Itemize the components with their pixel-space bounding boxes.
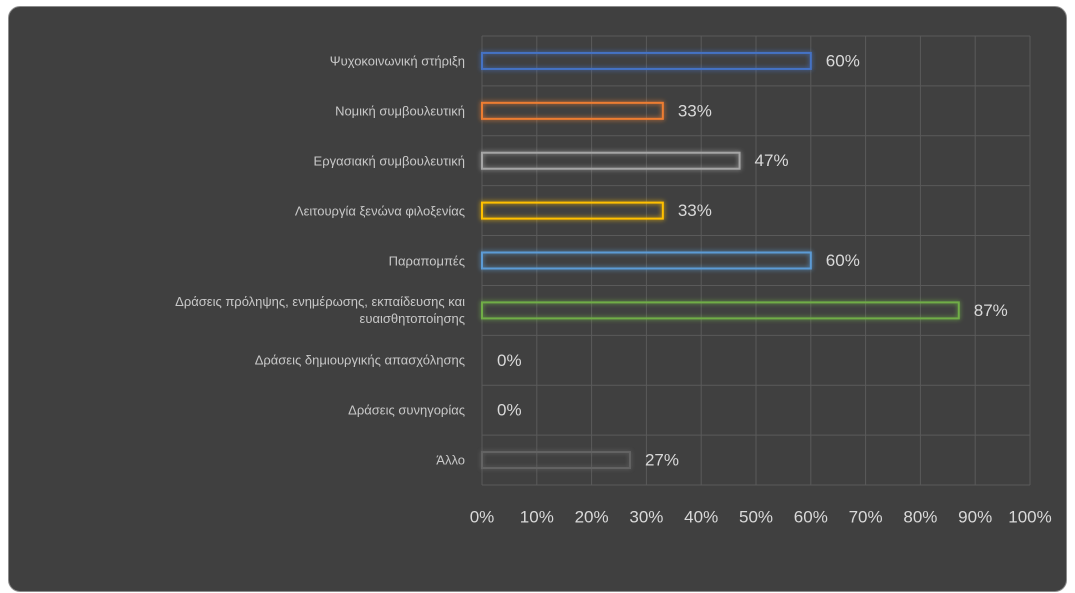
category-label: Δράσεις πρόληψης, ενημέρωσης, εκπαίδευση… — [175, 294, 465, 327]
category-label: Δράσεις συνηγορίας — [348, 402, 465, 418]
category-label: Δράσεις δημιουργικής απασχόλησης — [254, 352, 465, 368]
x-tick-label: 30% — [629, 507, 663, 526]
bar — [481, 201, 664, 220]
value-label: 87% — [974, 301, 1008, 320]
bar — [481, 251, 812, 270]
value-label: 60% — [826, 251, 860, 270]
bar — [481, 51, 812, 70]
x-tick-label: 50% — [739, 507, 773, 526]
x-tick-label: 60% — [794, 507, 828, 526]
value-label: 27% — [645, 451, 679, 470]
x-tick-label: 10% — [520, 507, 554, 526]
category-label: Ψυχοκοινωνική στήριξη — [329, 53, 465, 69]
x-tick-label: 40% — [684, 507, 718, 526]
value-label: 33% — [678, 201, 712, 220]
category-label: Εργασιακή συμβουλευτική — [313, 153, 465, 169]
value-label: 0% — [497, 401, 522, 420]
x-tick-label: 80% — [903, 507, 937, 526]
x-tick-label: 100% — [1008, 507, 1051, 526]
value-label: 33% — [678, 101, 712, 120]
value-label: 0% — [497, 351, 522, 370]
bar — [481, 301, 960, 320]
x-tick-label: 0% — [470, 507, 495, 526]
value-label: 47% — [755, 151, 789, 170]
value-label: 60% — [826, 51, 860, 70]
category-label: Παραπομπές — [388, 253, 465, 268]
x-tick-label: 90% — [958, 507, 992, 526]
category-label: Λειτουργία ξενώνα φιλοξενίας — [294, 203, 465, 219]
category-label: Άλλο — [436, 452, 465, 468]
bar — [481, 151, 741, 170]
category-label: Νομική συμβουλευτική — [335, 103, 465, 119]
bar — [481, 101, 664, 120]
x-tick-label: 70% — [849, 507, 883, 526]
bar — [481, 451, 631, 470]
x-tick-label: 20% — [575, 507, 609, 526]
